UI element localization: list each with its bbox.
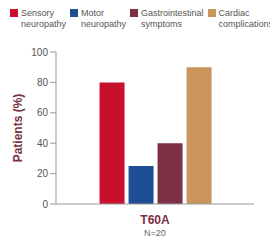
- svg-text:0: 0: [42, 199, 48, 210]
- svg-text:Patients (%): Patients (%): [11, 94, 25, 163]
- html-text:Gastrointestinal symptoms: Gastrointestinal symptoms: [141, 8, 204, 29]
- svg-text:N=20: N=20: [144, 228, 166, 238]
- svg-text:20: 20: [37, 168, 49, 179]
- svg-text:40: 40: [37, 138, 49, 149]
- svg-text:80: 80: [37, 77, 49, 88]
- svg-text:100: 100: [31, 47, 48, 58]
- html-text:Motor neuropathy: Motor neuropathy: [81, 8, 127, 29]
- svg-text:T60A: T60A: [140, 213, 170, 227]
- html-text:Sensory neuropathy: Sensory neuropathy: [21, 8, 66, 29]
- html-text:Cardiac complications: Cardiac complications: [218, 8, 274, 29]
- svg-text:60: 60: [37, 107, 49, 118]
